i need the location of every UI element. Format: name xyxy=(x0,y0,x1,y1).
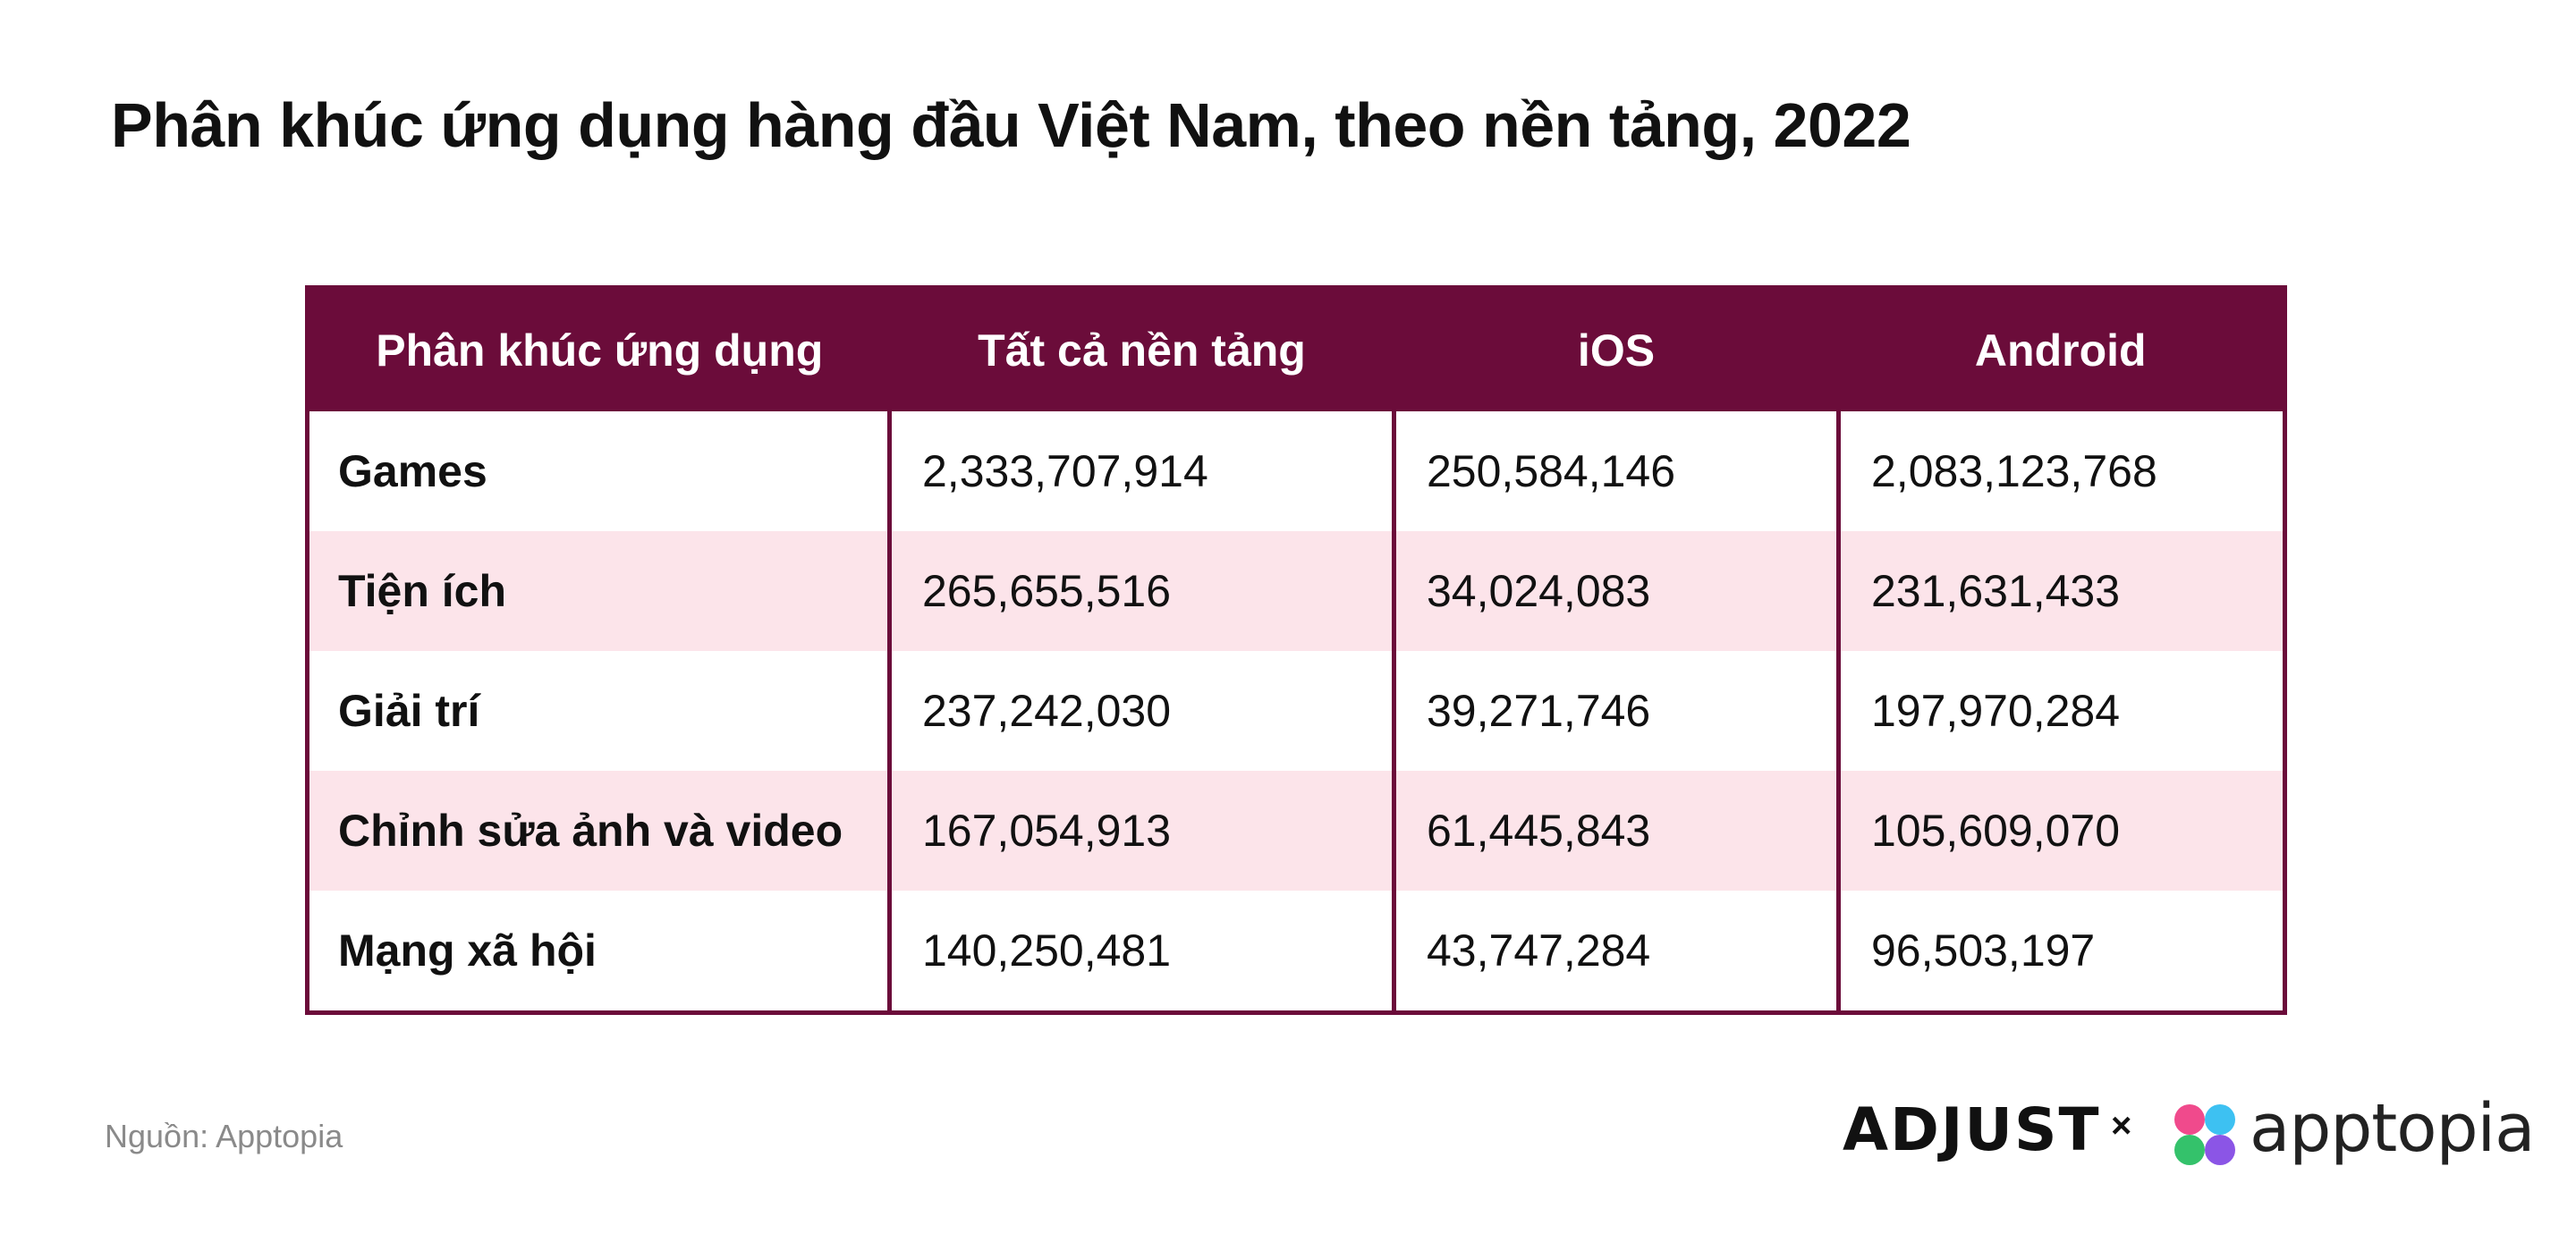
android-cell: 231,631,433 xyxy=(1836,531,2285,651)
ios-cell: 43,747,284 xyxy=(1392,891,1839,1013)
android-cell: 197,970,284 xyxy=(1836,651,2285,771)
header-ios: iOS xyxy=(1394,287,1839,411)
apptopia-flower-icon xyxy=(2174,1104,2235,1165)
segment-cell: Chỉnh sửa ảnh và video xyxy=(307,771,890,891)
segment-cell: Tiện ích xyxy=(307,531,890,651)
all-platforms-cell: 237,242,030 xyxy=(887,651,1394,771)
ios-cell: 39,271,746 xyxy=(1392,651,1839,771)
header-android: Android xyxy=(1838,287,2285,411)
table-row: Tiện ích 265,655,516 34,024,083 231,631,… xyxy=(307,531,2285,651)
segment-cell: Games xyxy=(338,446,487,496)
page-title: Phân khúc ứng dụng hàng đầu Việt Nam, th… xyxy=(111,90,1911,160)
header-all-platforms: Tất cả nền tảng xyxy=(889,287,1394,411)
table-header-row: Phân khúc ứng dụng Tất cả nền tảng iOS A… xyxy=(307,287,2285,411)
all-platforms-cell: 167,054,913 xyxy=(887,771,1394,891)
adjust-logo: ADJUST xyxy=(1843,1095,2101,1164)
android-cell: 2,083,123,768 xyxy=(1836,411,2285,531)
ios-cell: 250,584,146 xyxy=(1392,411,1839,531)
table-row: Games 2,333,707,914 250,584,146 2,083,12… xyxy=(308,411,2285,531)
all-platforms-cell: 2,333,707,914 xyxy=(887,411,1394,531)
all-platforms-cell: 140,250,481 xyxy=(887,891,1394,1013)
apptopia-logo: apptopia xyxy=(2250,1090,2535,1167)
petal-green xyxy=(2174,1135,2205,1165)
source-note: Nguồn: Apptopia xyxy=(105,1118,343,1154)
petal-purple xyxy=(2205,1135,2235,1165)
table-row: Giải trí 237,242,030 39,271,746 197,970,… xyxy=(308,651,2285,771)
table-row: Mạng xã hội 140,250,481 43,747,284 96,50… xyxy=(308,891,2285,1013)
all-platforms-cell: 265,655,516 xyxy=(887,531,1394,651)
android-cell: 105,609,070 xyxy=(1836,771,2285,891)
times-separator: × xyxy=(2111,1106,2132,1145)
table-row: Chỉnh sửa ảnh và video 167,054,913 61,44… xyxy=(307,771,2285,891)
petal-pink xyxy=(2174,1104,2205,1135)
android-cell: 96,503,197 xyxy=(1836,891,2285,1013)
ios-cell: 61,445,843 xyxy=(1392,771,1839,891)
partner-logos: ADJUST × apptopia xyxy=(1843,1090,2535,1176)
header-segment: Phân khúc ứng dụng xyxy=(307,287,890,411)
ios-cell: 34,024,083 xyxy=(1392,531,1839,651)
downloads-table: Phân khúc ứng dụng Tất cả nền tảng iOS A… xyxy=(305,285,2287,1015)
segment-cell: Giải trí xyxy=(338,686,480,736)
petal-blue xyxy=(2205,1104,2235,1135)
segment-cell: Mạng xã hội xyxy=(338,926,597,976)
